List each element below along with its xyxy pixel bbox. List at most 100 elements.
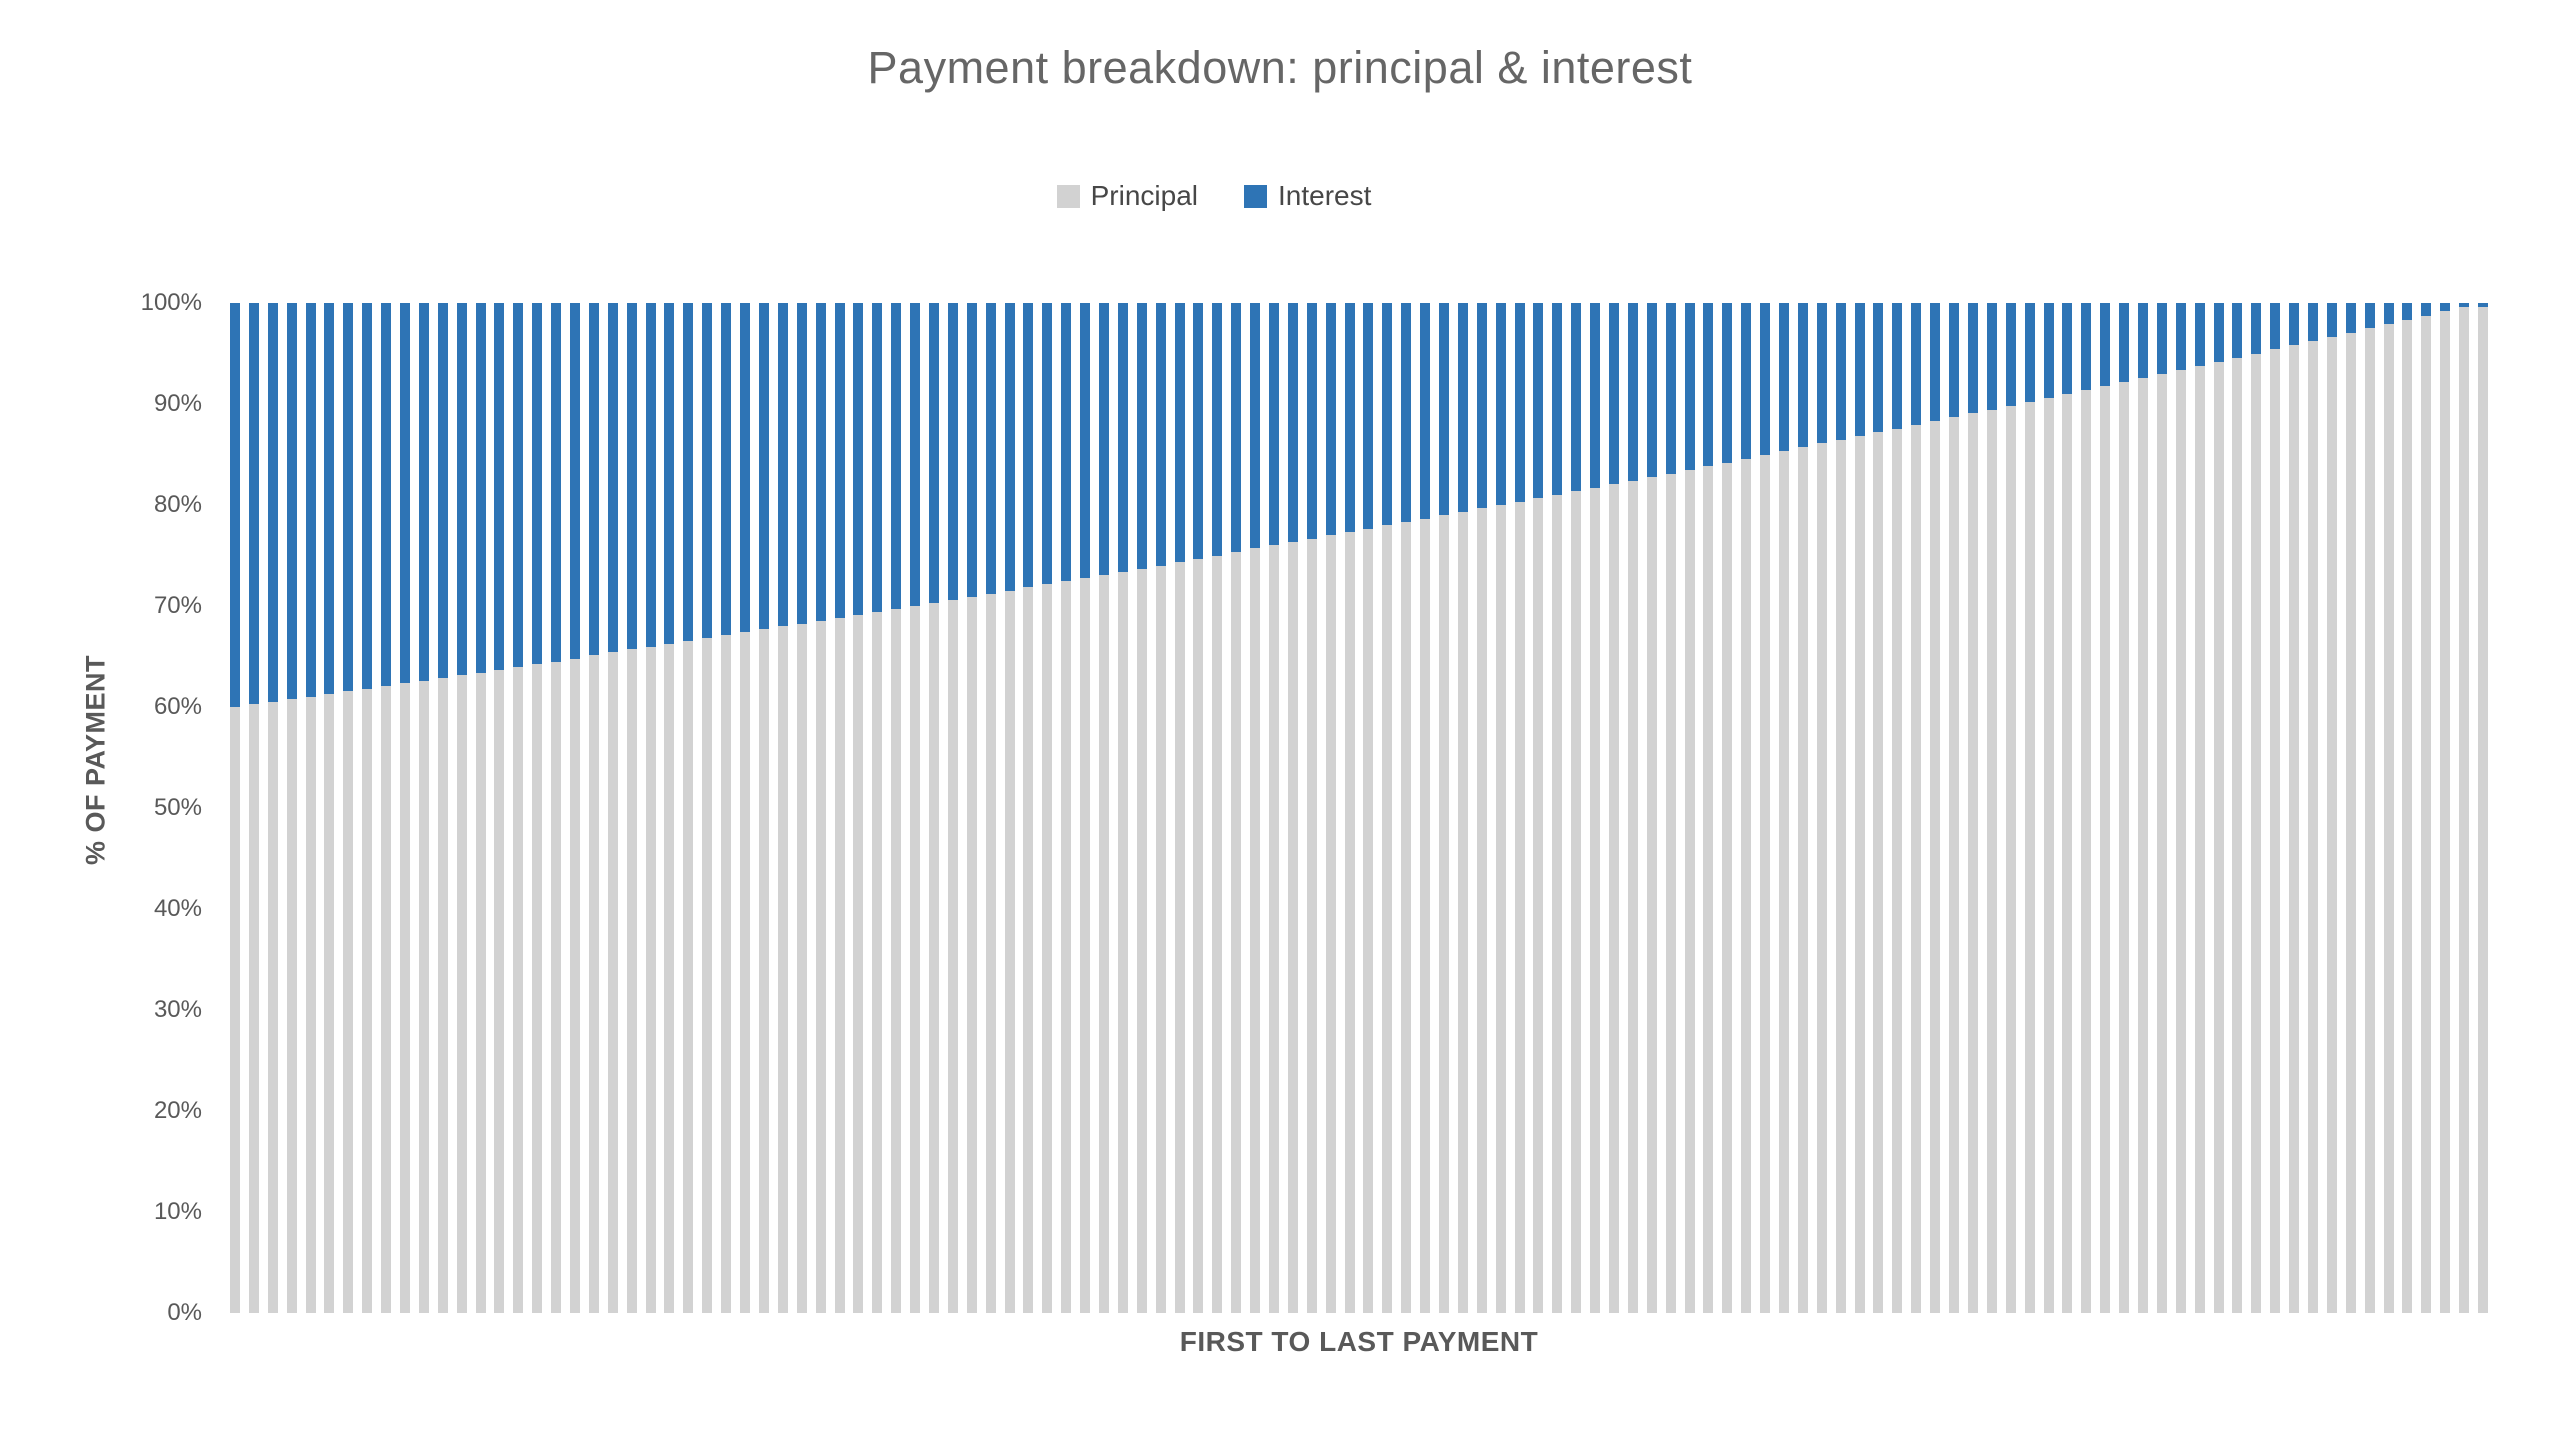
principal-segment xyxy=(1571,490,1582,1313)
principal-segment xyxy=(2232,357,2243,1313)
payment-bar xyxy=(305,303,316,1313)
payment-bar xyxy=(1609,303,1620,1313)
interest-segment xyxy=(2251,303,2262,354)
principal-segment xyxy=(2477,307,2488,1313)
principal-segment xyxy=(2005,406,2016,1313)
payment-bar xyxy=(362,303,373,1313)
payment-bar xyxy=(343,303,354,1313)
interest-segment xyxy=(1665,303,1676,474)
interest-segment xyxy=(343,303,354,691)
principal-segment xyxy=(1212,555,1223,1313)
payment-bar xyxy=(1892,303,1903,1313)
payment-bar xyxy=(1797,303,1808,1313)
payment-bar xyxy=(1042,303,1053,1313)
interest-segment xyxy=(1873,303,1884,433)
principal-segment xyxy=(437,677,448,1313)
payment-bar xyxy=(1344,303,1355,1313)
payment-bar xyxy=(1967,303,1978,1313)
principal-segment xyxy=(513,666,524,1313)
payment-bar xyxy=(1382,303,1393,1313)
interest-segment xyxy=(2213,303,2224,362)
principal-segment xyxy=(532,663,543,1313)
interest-segment xyxy=(1363,303,1374,530)
interest-segment xyxy=(758,303,769,630)
principal-segment xyxy=(2119,381,2130,1313)
x-axis-title: FIRST TO LAST PAYMENT xyxy=(1179,1326,1539,1357)
interest-segment xyxy=(985,303,996,594)
payment-bar xyxy=(2024,303,2035,1313)
interest-segment xyxy=(494,303,505,670)
principal-segment xyxy=(1703,465,1714,1313)
interest-segment xyxy=(1949,303,1960,418)
principal-segment xyxy=(1930,421,1941,1313)
interest-segment xyxy=(267,303,278,702)
y-tick-label: 20% xyxy=(153,1097,202,1124)
y-tick-label: 40% xyxy=(153,895,202,922)
interest-segment xyxy=(2421,303,2432,317)
principal-segment xyxy=(1665,473,1676,1313)
principal-segment xyxy=(324,693,335,1313)
payment-bar xyxy=(494,303,505,1313)
payment-bar xyxy=(1004,303,1015,1313)
interest-segment xyxy=(1760,303,1771,455)
payment-bar xyxy=(513,303,524,1313)
interest-segment xyxy=(1854,303,1865,437)
interest-segment xyxy=(2062,303,2073,394)
payment-bar xyxy=(2326,303,2337,1313)
payment-bar xyxy=(2194,303,2205,1313)
payment-bar xyxy=(1835,303,1846,1313)
principal-segment xyxy=(1495,505,1506,1313)
interest-segment xyxy=(1193,303,1204,559)
principal-segment xyxy=(721,635,732,1313)
payment-bar xyxy=(872,303,883,1313)
principal-segment xyxy=(1306,539,1317,1313)
interest-segment xyxy=(1911,303,1922,426)
principal-segment xyxy=(1590,487,1601,1313)
interest-segment xyxy=(1231,303,1242,553)
interest-segment xyxy=(588,303,599,656)
payment-bar xyxy=(1287,303,1298,1313)
payment-bar xyxy=(2383,303,2394,1313)
principal-segment xyxy=(475,672,486,1313)
payment-bar xyxy=(683,303,694,1313)
payment-bar xyxy=(1703,303,1714,1313)
payment-bar xyxy=(1420,303,1431,1313)
interest-segment xyxy=(2156,303,2167,374)
principal-segment xyxy=(248,703,259,1313)
principal-segment xyxy=(1476,508,1487,1313)
y-tick-label: 90% xyxy=(153,390,202,417)
payment-bar xyxy=(2213,303,2224,1313)
principal-segment xyxy=(1042,583,1053,1313)
payment-bar xyxy=(1268,303,1279,1313)
principal-segment xyxy=(947,599,958,1313)
interest-segment xyxy=(324,303,335,694)
principal-segment xyxy=(928,602,939,1313)
payment-bar xyxy=(626,303,637,1313)
interest-segment xyxy=(2326,303,2337,338)
payment-bar xyxy=(418,303,429,1313)
payment-bar xyxy=(456,303,467,1313)
payment-bar xyxy=(891,303,902,1313)
principal-segment xyxy=(796,624,807,1313)
principal-segment xyxy=(853,615,864,1313)
principal-segment xyxy=(1155,565,1166,1313)
principal-segment xyxy=(1080,577,1091,1313)
principal-segment xyxy=(1325,535,1336,1313)
interest-segment xyxy=(1571,303,1582,491)
principal-segment xyxy=(1514,501,1525,1313)
payment-bar xyxy=(324,303,335,1313)
principal-segment xyxy=(456,674,467,1313)
principal-segment xyxy=(400,682,411,1313)
principal-segment xyxy=(362,688,373,1313)
principal-segment xyxy=(2345,333,2356,1313)
interest-segment xyxy=(721,303,732,636)
payment-bar xyxy=(2081,303,2092,1313)
principal-swatch-icon xyxy=(1056,184,1080,208)
interest-segment xyxy=(1703,303,1714,466)
principal-segment xyxy=(1250,548,1261,1313)
interest-segment xyxy=(1420,303,1431,520)
payment-bar xyxy=(1231,303,1242,1313)
payment-bar xyxy=(1061,303,1072,1313)
payment-bar xyxy=(664,303,675,1313)
interest-segment xyxy=(230,303,240,707)
